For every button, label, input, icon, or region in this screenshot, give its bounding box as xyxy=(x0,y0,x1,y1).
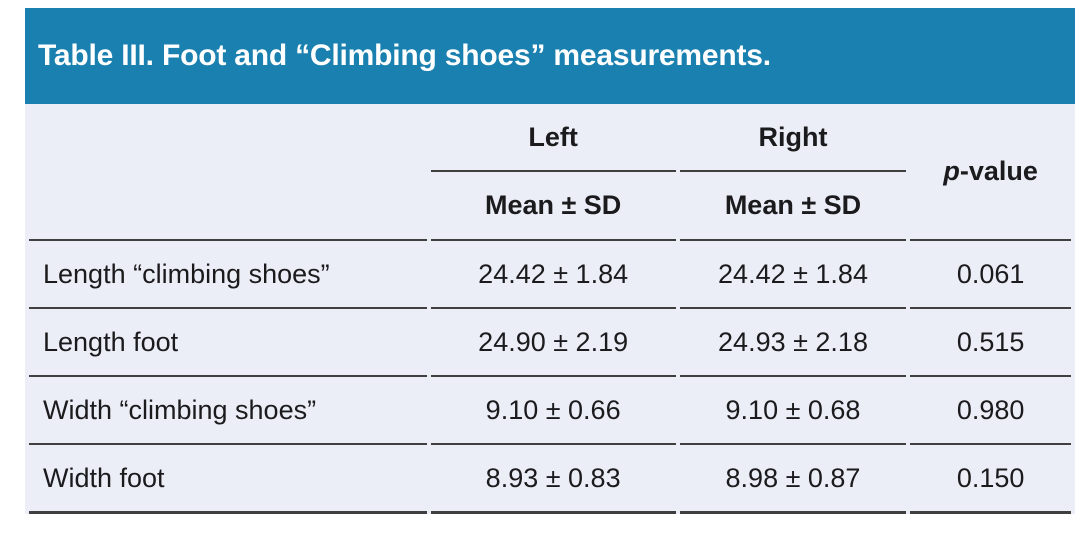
p-value: 0.980 xyxy=(910,377,1071,445)
column-header-left: Left xyxy=(430,104,676,172)
p-value: 0.515 xyxy=(910,309,1071,377)
subheader-mean-sd-left: Mean ± SD xyxy=(430,172,676,241)
column-header-right: Right xyxy=(679,104,907,172)
left-mean-sd: 9.10 ± 0.66 xyxy=(430,377,676,445)
column-header-p-value: p-value xyxy=(910,104,1071,241)
right-mean-sd: 9.10 ± 0.68 xyxy=(679,377,907,445)
p-value: 0.061 xyxy=(910,241,1071,309)
table-title-bar: Table III. Foot and “Climbing shoes” mea… xyxy=(25,8,1075,104)
empty-subheader-cell xyxy=(29,172,427,241)
table-title: Table III. Foot and “Climbing shoes” mea… xyxy=(38,39,771,72)
right-mean-sd: 24.42 ± 1.84 xyxy=(679,241,907,309)
table-figure: Table III. Foot and “Climbing shoes” mea… xyxy=(25,8,1075,514)
row-label: Width “climbing shoes” xyxy=(29,377,427,445)
p-rest: -value xyxy=(959,156,1038,186)
group-header-row: Left Right p-value xyxy=(29,104,1071,241)
row-label: Length foot xyxy=(29,309,427,377)
empty-header-cell xyxy=(29,104,427,172)
left-mean-sd: 24.42 ± 1.84 xyxy=(430,241,676,309)
right-mean-sd: 8.98 ± 0.87 xyxy=(679,445,907,514)
table-row: Length “climbing shoes” 24.42 ± 1.84 24.… xyxy=(29,241,1071,309)
row-label: Width foot xyxy=(29,445,427,514)
left-mean-sd: 24.90 ± 2.19 xyxy=(430,309,676,377)
sub-header-row: Mean ± SD Mean ± SD xyxy=(29,172,1071,241)
table-row: Length foot 24.90 ± 2.19 24.93 ± 2.18 0.… xyxy=(29,309,1071,377)
subheader-mean-sd-right: Mean ± SD xyxy=(679,172,907,241)
p-value: 0.150 xyxy=(910,445,1071,514)
right-mean-sd: 24.93 ± 2.18 xyxy=(679,309,907,377)
left-mean-sd: 8.93 ± 0.83 xyxy=(430,445,676,514)
row-label: Length “climbing shoes” xyxy=(29,241,427,309)
table-row: Width “climbing shoes” 9.10 ± 0.66 9.10 … xyxy=(29,377,1071,445)
measurements-table: Left Right p-value Mean ± SD Mean ± SD L… xyxy=(25,104,1075,514)
table-row: Width foot 8.93 ± 0.83 8.98 ± 0.87 0.150 xyxy=(29,445,1071,514)
p-italic: p xyxy=(943,156,960,186)
